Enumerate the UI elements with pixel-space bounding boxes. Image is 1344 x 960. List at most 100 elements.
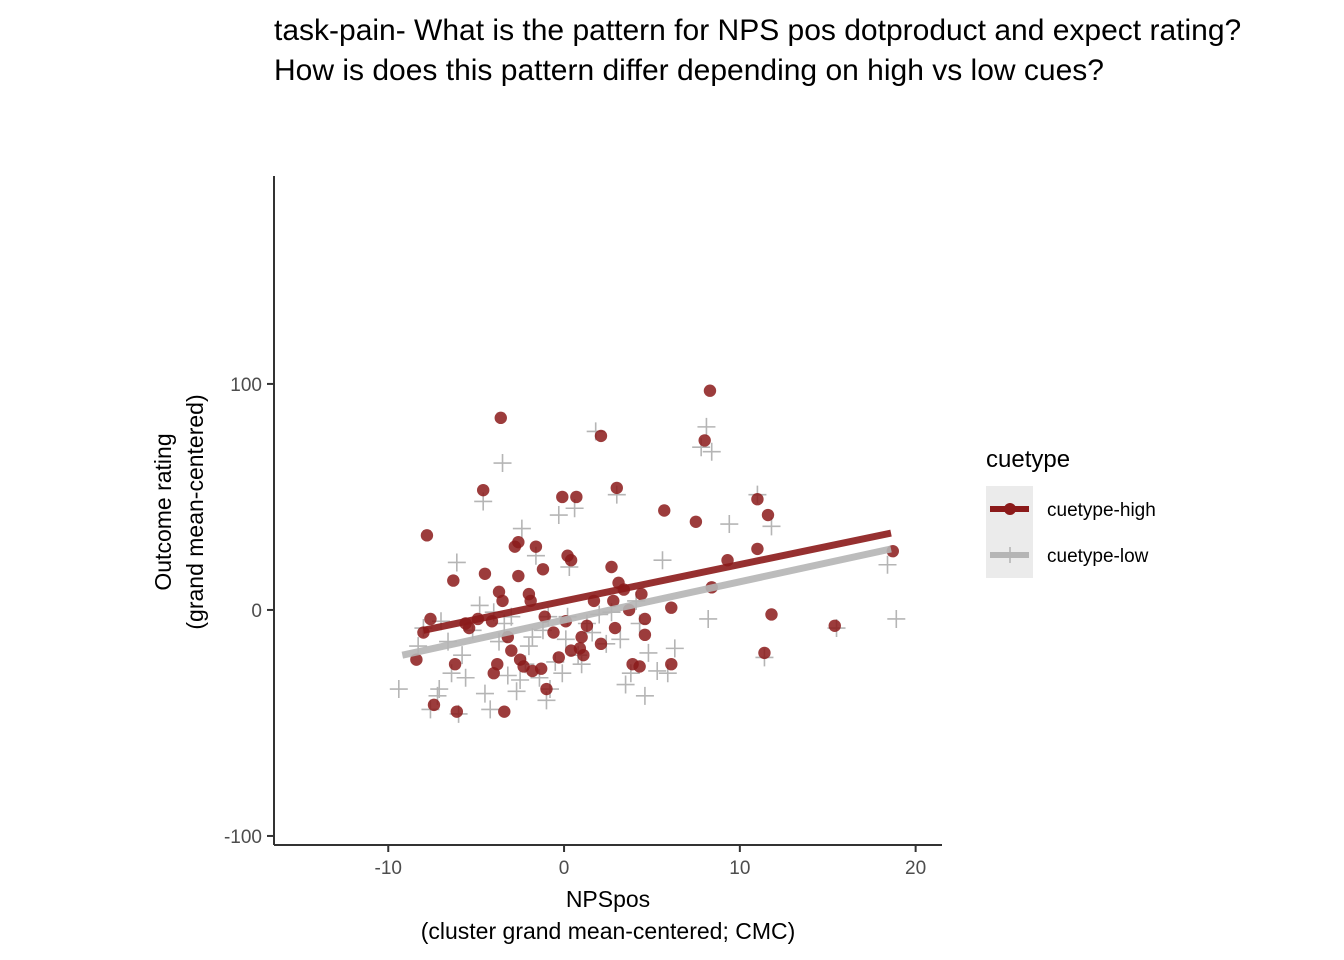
data-point-high xyxy=(427,698,441,712)
data-point-low xyxy=(616,675,635,694)
data-point-high xyxy=(605,560,618,574)
legend-title: cuetype xyxy=(986,446,1070,473)
data-point-high xyxy=(698,434,711,447)
data-point-high xyxy=(496,594,509,608)
data-point-low xyxy=(635,686,654,705)
data-point-high xyxy=(450,705,464,718)
data-point-low xyxy=(549,506,568,525)
data-point-low xyxy=(470,596,489,615)
data-point-high xyxy=(758,646,771,660)
y-axis-subtitle: (grand mean-centered) xyxy=(182,394,208,629)
data-point-low xyxy=(699,609,718,628)
x-tick-label: 20 xyxy=(905,858,926,879)
data-point-high xyxy=(751,492,764,506)
data-point-high xyxy=(498,705,511,718)
data-point-high xyxy=(765,608,778,621)
data-point-high xyxy=(828,619,841,632)
legend-key-high-marker xyxy=(1004,503,1016,515)
data-point-high xyxy=(608,621,622,635)
data-point-low xyxy=(653,551,672,570)
data-point-low xyxy=(498,666,517,685)
data-point-high xyxy=(447,574,460,587)
legend: cuetype cuetype-high cuetype-low xyxy=(986,446,1156,578)
data-point-high xyxy=(665,601,678,614)
x-axis-ticks: -10 0 10 20 xyxy=(375,845,926,879)
data-point-high xyxy=(420,529,434,542)
data-point-high xyxy=(536,563,550,576)
data-point-high xyxy=(540,682,553,696)
data-point-high xyxy=(751,542,764,556)
data-point-low xyxy=(481,700,500,719)
data-point-high xyxy=(658,504,671,517)
data-point-low xyxy=(611,630,630,649)
data-point-low xyxy=(507,682,526,701)
data-point-low xyxy=(887,609,906,628)
data-point-high xyxy=(570,490,583,504)
legend-label-low: cuetype-low xyxy=(1047,546,1149,567)
data-point-low xyxy=(720,515,739,534)
data-point-low xyxy=(553,664,572,683)
data-point-high xyxy=(512,535,525,549)
chart-title-line-2: How is does this pattern differ dependin… xyxy=(274,54,1104,87)
data-point-high xyxy=(564,554,578,567)
data-point-high xyxy=(552,651,565,664)
data-point-high xyxy=(494,411,507,425)
data-point-low xyxy=(512,519,531,538)
data-point-low xyxy=(519,637,538,656)
data-point-high xyxy=(529,540,543,553)
x-axis-subtitle: (cluster grand mean-centered; CMC) xyxy=(421,918,796,944)
y-axis-ticks: -100 0 100 xyxy=(224,375,274,848)
data-point-high xyxy=(703,384,717,397)
y-axis-title: Outcome rating xyxy=(150,433,176,590)
data-point-high xyxy=(478,567,492,580)
data-point-high xyxy=(512,569,525,583)
data-point-high xyxy=(607,594,620,608)
data-point-high xyxy=(761,508,775,522)
fit-line-high xyxy=(422,529,892,634)
data-point-high xyxy=(638,628,652,642)
data-point-low xyxy=(665,639,684,658)
data-point-high xyxy=(538,610,551,623)
data-point-low xyxy=(511,671,530,690)
fit-lines xyxy=(401,529,892,659)
x-tick-label: -10 xyxy=(375,858,402,879)
data-points xyxy=(389,384,906,723)
data-point-low xyxy=(762,517,781,536)
data-point-high xyxy=(505,644,518,657)
legend-key-low-marker xyxy=(1002,547,1018,563)
data-point-high xyxy=(635,587,648,601)
data-point-high xyxy=(448,657,462,671)
data-point-high xyxy=(594,637,608,651)
data-point-high xyxy=(424,612,437,626)
data-point-low xyxy=(648,661,667,680)
data-point-low xyxy=(453,646,472,665)
x-tick-label: 10 xyxy=(729,858,750,879)
data-point-high xyxy=(476,483,490,497)
data-point-low xyxy=(447,553,466,572)
data-point-high xyxy=(556,490,569,504)
data-point-low xyxy=(697,417,716,436)
x-axis-title: NPSpos xyxy=(566,886,650,912)
data-point-low xyxy=(878,555,897,574)
data-point-low xyxy=(456,668,475,687)
data-point-high xyxy=(575,630,588,644)
y-tick-label: 0 xyxy=(251,601,262,622)
data-point-low xyxy=(523,628,542,647)
data-point-low xyxy=(702,442,721,461)
chart-title-line-1: task-pain- What is the pattern for NPS p… xyxy=(274,14,1241,47)
data-point-low xyxy=(475,684,494,703)
fit-line-low xyxy=(401,545,892,659)
data-point-high xyxy=(491,657,504,671)
data-point-high xyxy=(633,660,646,673)
data-point-low xyxy=(493,454,512,473)
data-point-high xyxy=(665,657,678,671)
data-point-low xyxy=(389,680,408,699)
data-point-high xyxy=(577,648,590,662)
x-tick-label: 0 xyxy=(559,858,570,879)
y-tick-label: 100 xyxy=(230,375,262,396)
data-point-high xyxy=(610,481,623,495)
data-point-high xyxy=(638,612,652,626)
data-point-high xyxy=(547,626,560,639)
data-point-high xyxy=(580,619,594,632)
